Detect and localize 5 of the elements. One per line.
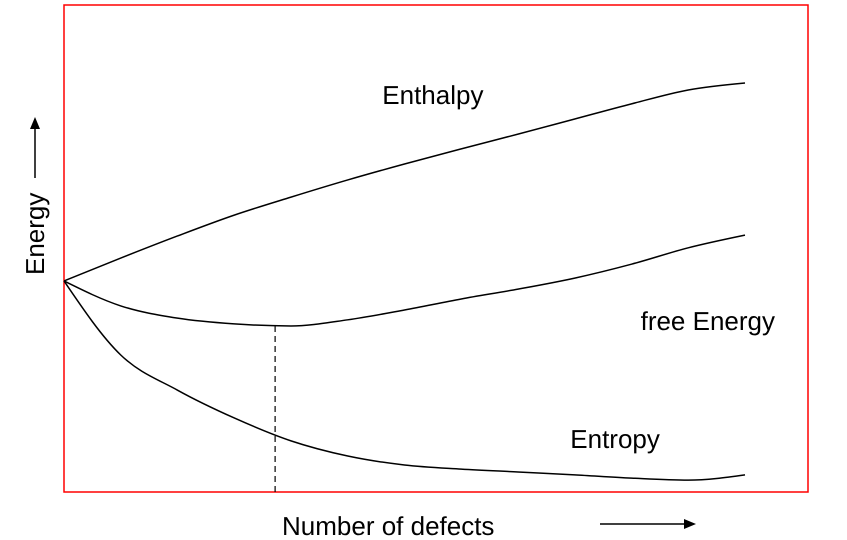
x-axis-title: Number of defects [282, 511, 494, 540]
y-axis-title: Energy [20, 192, 50, 275]
series-label: free Energy [640, 306, 775, 336]
series-label: Enthalpy [382, 80, 484, 110]
series-label: Entropy [570, 424, 660, 454]
